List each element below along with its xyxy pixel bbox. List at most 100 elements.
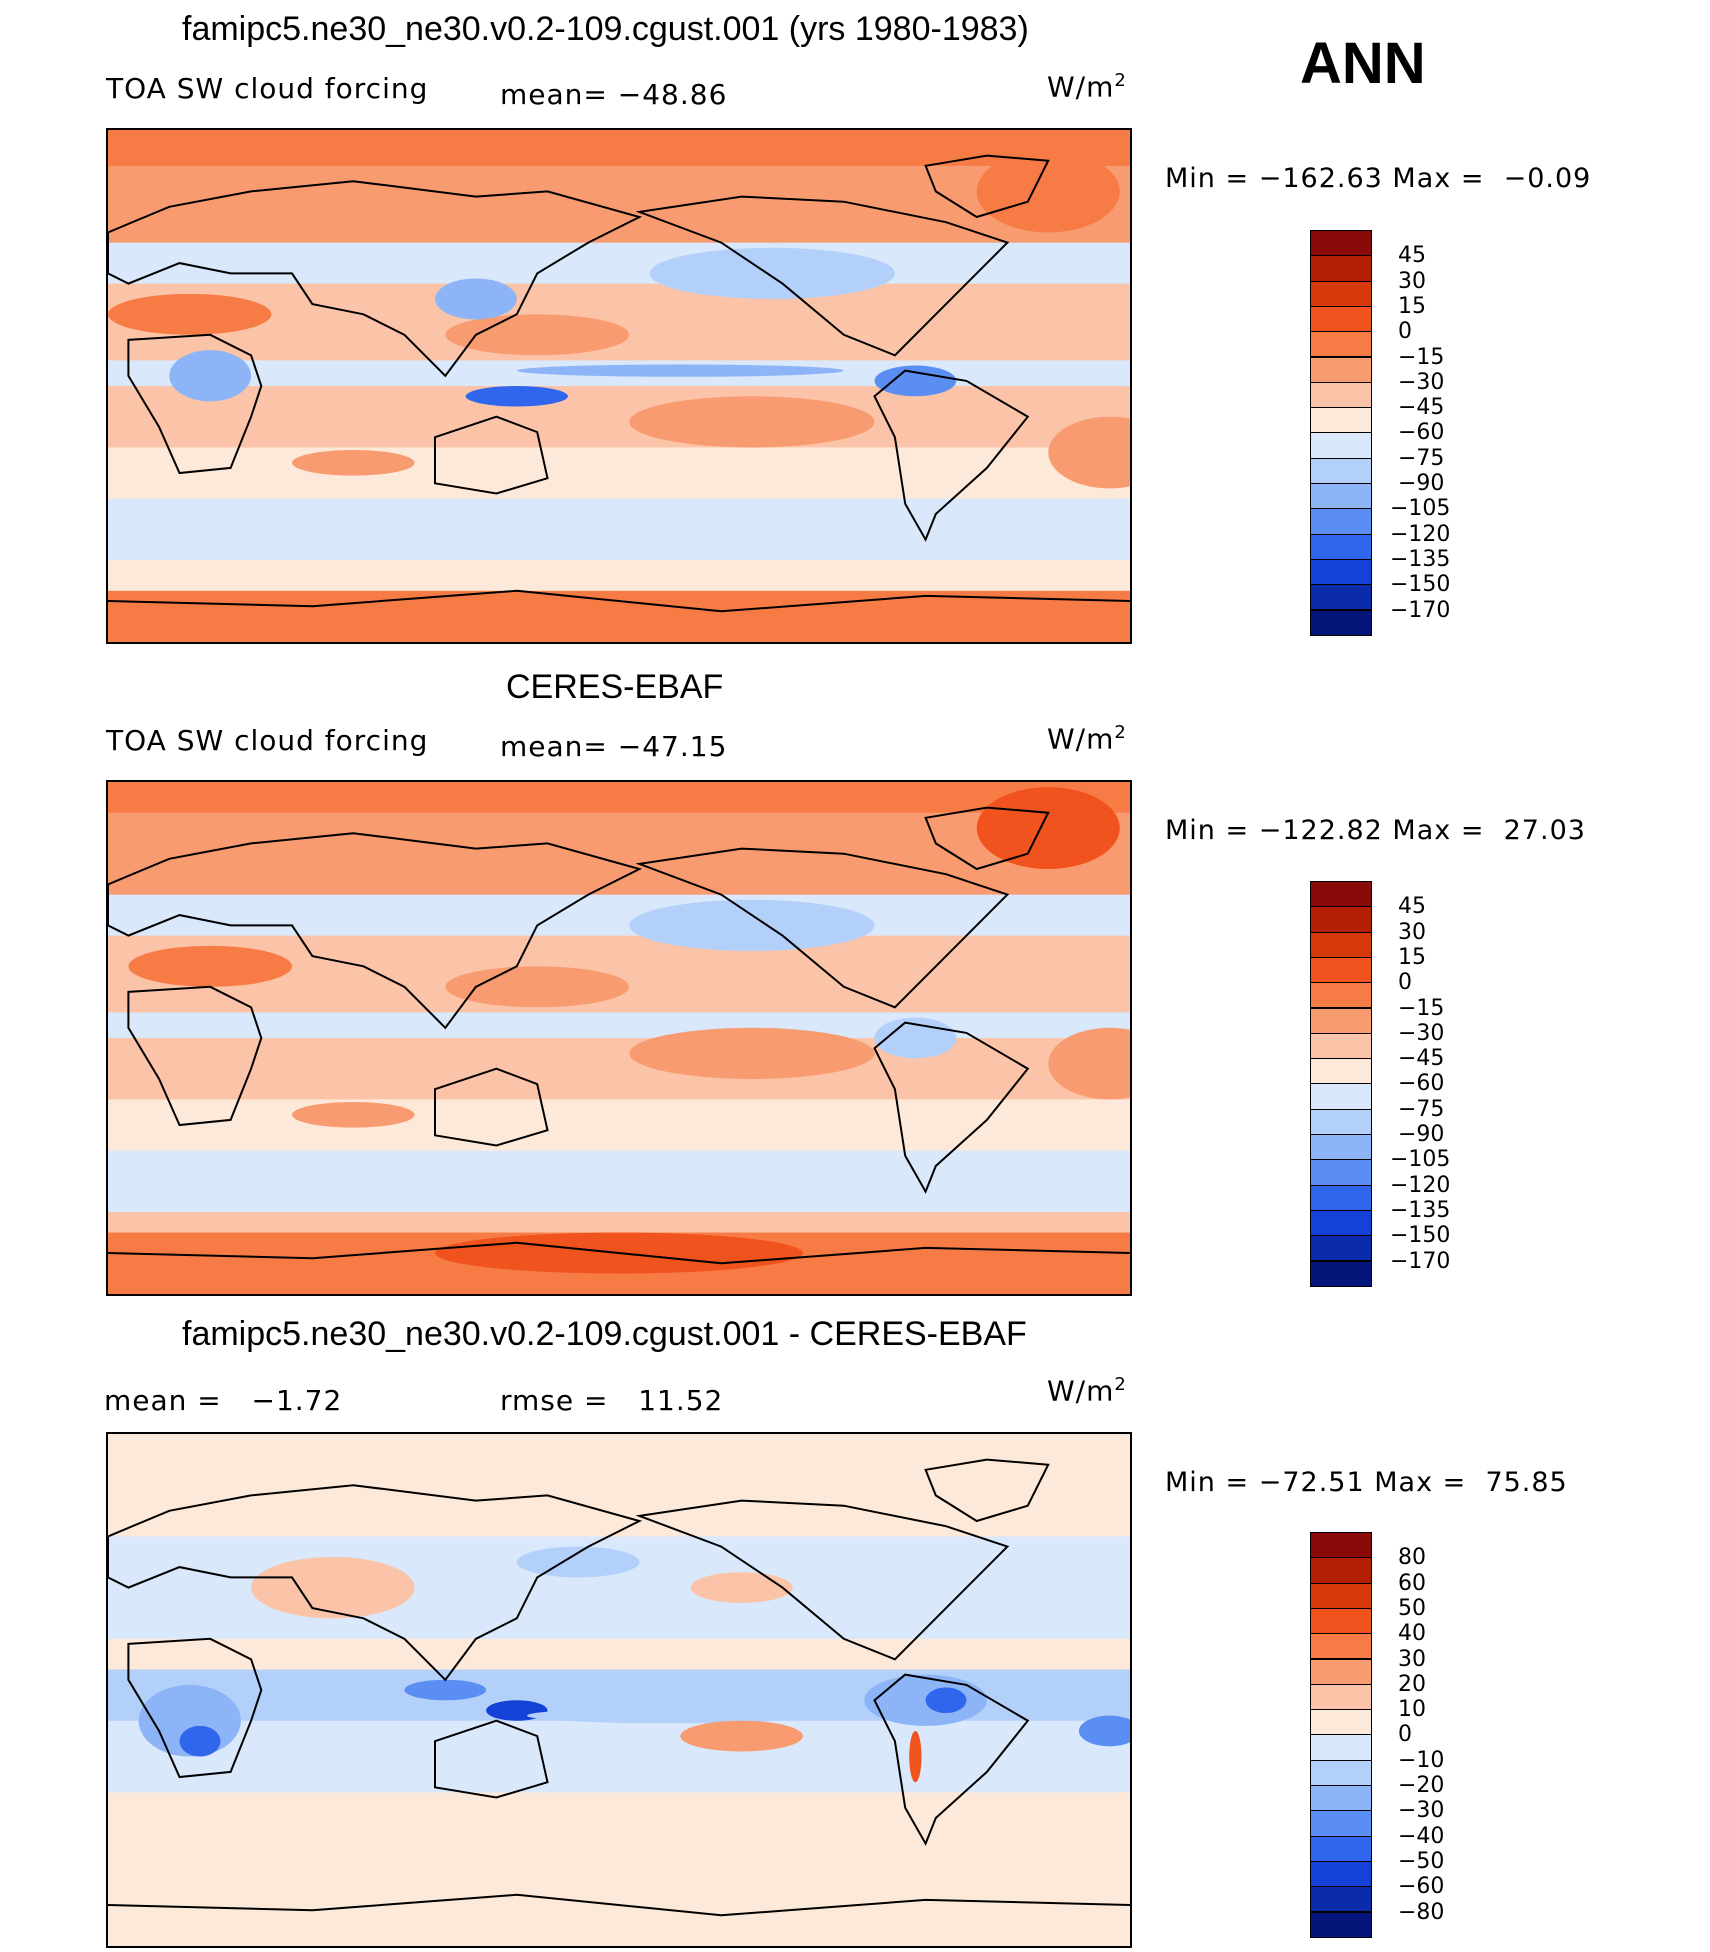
panel-2-colorbar-tick-label: 45 [1398, 894, 1426, 920]
panel-1-colorbar-swatch [1310, 432, 1372, 459]
map-region [629, 396, 875, 448]
panel-2-colorbar-tick-label: −170 [1390, 1248, 1451, 1274]
map-region [976, 150, 1120, 233]
map-region [925, 1687, 967, 1714]
map-band [108, 386, 1130, 449]
coastline [127, 985, 263, 1127]
map-band [108, 894, 1130, 937]
map-band [108, 590, 1130, 642]
map-region [649, 247, 895, 299]
panel-1-colorbar-tick-label: 15 [1398, 293, 1426, 319]
panel-2-min-max: Min = −122.82 Max = 27.03 [1165, 815, 1586, 846]
map-band [108, 1638, 1130, 1671]
panel-1-colorbar-tick-label: −45 [1398, 395, 1445, 421]
map-region [1048, 1027, 1130, 1100]
map-band [108, 1212, 1130, 1234]
panel-2-colorbar-swatch [1310, 1108, 1372, 1135]
panel-3-colorbar-tick-label: −20 [1398, 1773, 1445, 1798]
coastline [108, 1241, 1130, 1265]
coastline [434, 1067, 549, 1147]
panel-1-min-max: Min = −162.63 Max = −0.09 [1165, 163, 1592, 194]
panel-1-colorbar-tick-label: −75 [1398, 445, 1445, 471]
panel-3-title: famipc5.ne30_ne30.v0.2-109.cgust.001 - C… [182, 1315, 1027, 1353]
map-region [527, 1707, 814, 1724]
panel-3-colorbar-swatch [1310, 1633, 1372, 1660]
panel-1-colorbar-swatch [1310, 255, 1372, 282]
panel-2-colorbar-tick-label: −45 [1398, 1046, 1445, 1072]
map-band [108, 242, 1130, 285]
map-band [108, 1792, 1130, 1896]
map-region [629, 1027, 875, 1079]
panel-1-title: famipc5.ne30_ne30.v0.2-109.cgust.001 (yr… [182, 10, 1029, 48]
map-band [108, 560, 1130, 592]
panel-1-units: W/m2 [1047, 70, 1127, 104]
coastline [635, 847, 1010, 1009]
map-region [169, 350, 252, 402]
map-region [1078, 1715, 1130, 1747]
panel-1-colorbar-swatch [1310, 584, 1372, 611]
map-region [680, 1720, 803, 1752]
panel-2-mean: mean= −47.15 [500, 730, 728, 763]
coastline [924, 154, 1050, 219]
map-region [179, 1725, 221, 1757]
panel-1-colorbar-swatch [1310, 407, 1372, 434]
coastline [108, 180, 643, 378]
panel-2-colorbar-swatch [1310, 1184, 1372, 1211]
panel-2-colorbar-swatch [1310, 1083, 1372, 1110]
panel-2-colorbar-swatch [1310, 1209, 1372, 1237]
panel-1-colorbar-swatch [1310, 331, 1372, 358]
panel-2-colorbar-swatch [1310, 931, 1372, 958]
panel-1-colorbar-tick-label: −15 [1398, 344, 1445, 370]
map-band [108, 1012, 1130, 1039]
panel-3-colorbar-tick-label: −50 [1398, 1848, 1445, 1874]
panel-2-colorbar-tick-label: −15 [1398, 995, 1445, 1021]
map-band [108, 782, 1130, 814]
panel-3-colorbar-swatch [1310, 1607, 1372, 1635]
map-region [404, 1679, 487, 1701]
panel-1-colorbar-swatch [1310, 609, 1372, 636]
panel-3-colorbar-swatch [1310, 1582, 1372, 1609]
panel-1-colorbar-swatch [1310, 457, 1372, 484]
panel-2-colorbar-tick-label: 15 [1398, 944, 1426, 970]
panel-1-mean: mean= −48.86 [500, 78, 728, 111]
panel-3-colorbar-tick-label: −30 [1398, 1798, 1445, 1824]
panel-3-colorbar-swatch [1310, 1683, 1372, 1711]
panel-2-colorbar-swatch [1310, 1235, 1372, 1262]
panel-1-colorbar-swatch [1310, 533, 1372, 560]
panel-3-colorbar-swatch [1310, 1658, 1372, 1685]
panel-3-colorbar-tick-label: 30 [1398, 1646, 1426, 1672]
panel-2-colorbar-swatch [1310, 1159, 1372, 1186]
panel-3-rmse: rmse = 11.52 [500, 1384, 724, 1417]
coastline [108, 589, 1130, 613]
map-region [690, 1572, 793, 1603]
coastline [635, 195, 1010, 357]
panel-2-colorbar-tick-label: −135 [1390, 1197, 1451, 1223]
coastline [127, 333, 263, 475]
map-region [976, 787, 1120, 870]
panel-2-colorbar-tick-label: −60 [1398, 1071, 1445, 1097]
map-region [874, 365, 957, 397]
panel-3-colorbar-swatch [1310, 1557, 1372, 1584]
panel-1-colorbar-tick-label: −170 [1390, 597, 1451, 623]
panel-1-colorbar-tick-label: −105 [1390, 496, 1451, 522]
map-region [909, 1730, 922, 1783]
panel-2-map [106, 780, 1132, 1296]
panel-2-colorbar-tick-label: 30 [1398, 919, 1426, 945]
map-region [251, 1556, 415, 1619]
panel-3-colorbar-tick-label: −60 [1398, 1874, 1445, 1900]
coastline [924, 806, 1050, 871]
panel-1-colorbar-swatch [1310, 305, 1372, 333]
map-band [108, 1099, 1130, 1152]
panel-1-colorbar-swatch [1310, 558, 1372, 586]
map-region [291, 1102, 415, 1128]
map-band [108, 283, 1130, 362]
panel-1-colorbar-tick-label: −60 [1398, 420, 1445, 446]
map-region [1048, 416, 1130, 489]
panel-2-colorbar-tick-label: 0 [1398, 970, 1412, 996]
map-band [108, 447, 1130, 500]
season-label: ANN [1300, 31, 1426, 96]
panel-1-colorbar-swatch [1310, 508, 1372, 535]
panel-1-variable-label: TOA SW cloud forcing [106, 72, 429, 105]
map-region [465, 386, 568, 407]
coastline [635, 1499, 1010, 1661]
